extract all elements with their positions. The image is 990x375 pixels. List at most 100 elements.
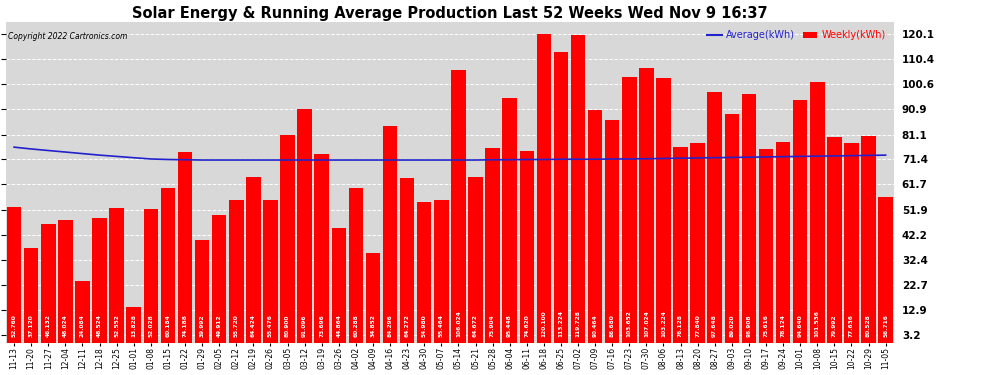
Text: 46.132: 46.132: [46, 314, 50, 337]
Text: 39.992: 39.992: [200, 314, 205, 337]
Text: 34.852: 34.852: [370, 314, 375, 337]
Bar: [468, 177, 483, 343]
Bar: [365, 254, 380, 343]
Bar: [878, 197, 893, 343]
Bar: [861, 136, 876, 343]
Bar: [383, 126, 397, 343]
Bar: [58, 220, 72, 343]
Bar: [622, 76, 637, 343]
Bar: [297, 109, 312, 343]
Text: 37.120: 37.120: [29, 314, 34, 337]
Text: 55.464: 55.464: [439, 314, 444, 337]
Text: 107.024: 107.024: [644, 310, 648, 337]
Bar: [127, 308, 141, 343]
Bar: [178, 152, 192, 343]
Text: 80.900: 80.900: [285, 314, 290, 337]
Bar: [315, 154, 329, 343]
Bar: [502, 98, 517, 343]
Bar: [400, 178, 415, 343]
Text: 76.128: 76.128: [678, 314, 683, 337]
Bar: [537, 34, 551, 343]
Bar: [640, 68, 653, 343]
Text: 13.828: 13.828: [132, 314, 137, 337]
Bar: [280, 135, 295, 343]
Bar: [485, 148, 500, 343]
Text: 64.272: 64.272: [405, 314, 410, 337]
Title: Solar Energy & Running Average Production Last 52 Weeks Wed Nov 9 16:37: Solar Energy & Running Average Productio…: [132, 6, 767, 21]
Text: 101.536: 101.536: [815, 310, 820, 337]
Bar: [41, 225, 55, 343]
Bar: [92, 218, 107, 343]
Text: 94.640: 94.640: [798, 314, 803, 337]
Bar: [24, 248, 39, 343]
Text: 48.024: 48.024: [63, 314, 68, 337]
Text: 73.696: 73.696: [319, 314, 324, 337]
Bar: [690, 143, 705, 343]
Bar: [160, 188, 175, 343]
Text: 74.620: 74.620: [525, 314, 530, 337]
Text: 90.464: 90.464: [593, 314, 598, 337]
Text: 91.096: 91.096: [302, 314, 307, 337]
Text: 103.652: 103.652: [627, 310, 632, 337]
Bar: [588, 111, 602, 343]
Bar: [229, 200, 244, 343]
Text: 44.864: 44.864: [337, 314, 342, 337]
Text: 77.840: 77.840: [695, 314, 700, 337]
Text: 86.680: 86.680: [610, 314, 615, 337]
Bar: [7, 207, 22, 343]
Bar: [417, 202, 432, 343]
Bar: [758, 148, 773, 343]
Bar: [776, 142, 790, 343]
Text: 75.904: 75.904: [490, 314, 495, 337]
Bar: [520, 151, 534, 343]
Text: 79.992: 79.992: [832, 314, 837, 337]
Bar: [195, 240, 209, 343]
Text: 106.024: 106.024: [456, 310, 461, 337]
Text: 64.672: 64.672: [473, 314, 478, 337]
Bar: [212, 215, 227, 343]
Bar: [673, 147, 688, 343]
Text: 60.184: 60.184: [165, 314, 170, 337]
Bar: [810, 82, 825, 343]
Text: 74.188: 74.188: [182, 314, 187, 337]
Text: 113.224: 113.224: [558, 310, 563, 337]
Text: 77.636: 77.636: [849, 314, 854, 337]
Text: 103.224: 103.224: [661, 310, 666, 337]
Text: 24.084: 24.084: [80, 314, 85, 337]
Legend: Average(kWh), Weekly(kWh): Average(kWh), Weekly(kWh): [704, 27, 889, 44]
Bar: [348, 188, 363, 343]
Text: 54.980: 54.980: [422, 314, 427, 337]
Bar: [725, 114, 740, 343]
Text: 49.912: 49.912: [217, 314, 222, 337]
Text: 48.524: 48.524: [97, 314, 102, 337]
Bar: [451, 70, 465, 343]
Bar: [263, 200, 278, 343]
Text: 52.552: 52.552: [114, 314, 119, 337]
Bar: [144, 209, 158, 343]
Text: 120.100: 120.100: [542, 310, 546, 337]
Bar: [656, 78, 671, 343]
Text: 64.424: 64.424: [250, 314, 255, 337]
Bar: [793, 100, 808, 343]
Bar: [827, 137, 842, 343]
Bar: [708, 92, 722, 343]
Text: 75.616: 75.616: [763, 314, 768, 337]
Text: 52.760: 52.760: [12, 314, 17, 337]
Text: 56.716: 56.716: [883, 314, 888, 337]
Text: Copyright 2022 Cartronics.com: Copyright 2022 Cartronics.com: [8, 32, 128, 41]
Bar: [434, 201, 448, 343]
Text: 95.448: 95.448: [507, 314, 512, 337]
Bar: [844, 144, 858, 343]
Bar: [553, 52, 568, 343]
Bar: [332, 228, 346, 343]
Text: 55.720: 55.720: [234, 314, 239, 337]
Bar: [109, 208, 124, 343]
Bar: [247, 177, 260, 343]
Text: 55.476: 55.476: [268, 314, 273, 337]
Text: 80.528: 80.528: [866, 314, 871, 337]
Text: 96.908: 96.908: [746, 314, 751, 337]
Text: 78.124: 78.124: [780, 314, 786, 337]
Text: 119.728: 119.728: [575, 310, 580, 337]
Text: 52.028: 52.028: [148, 314, 153, 337]
Bar: [605, 120, 620, 343]
